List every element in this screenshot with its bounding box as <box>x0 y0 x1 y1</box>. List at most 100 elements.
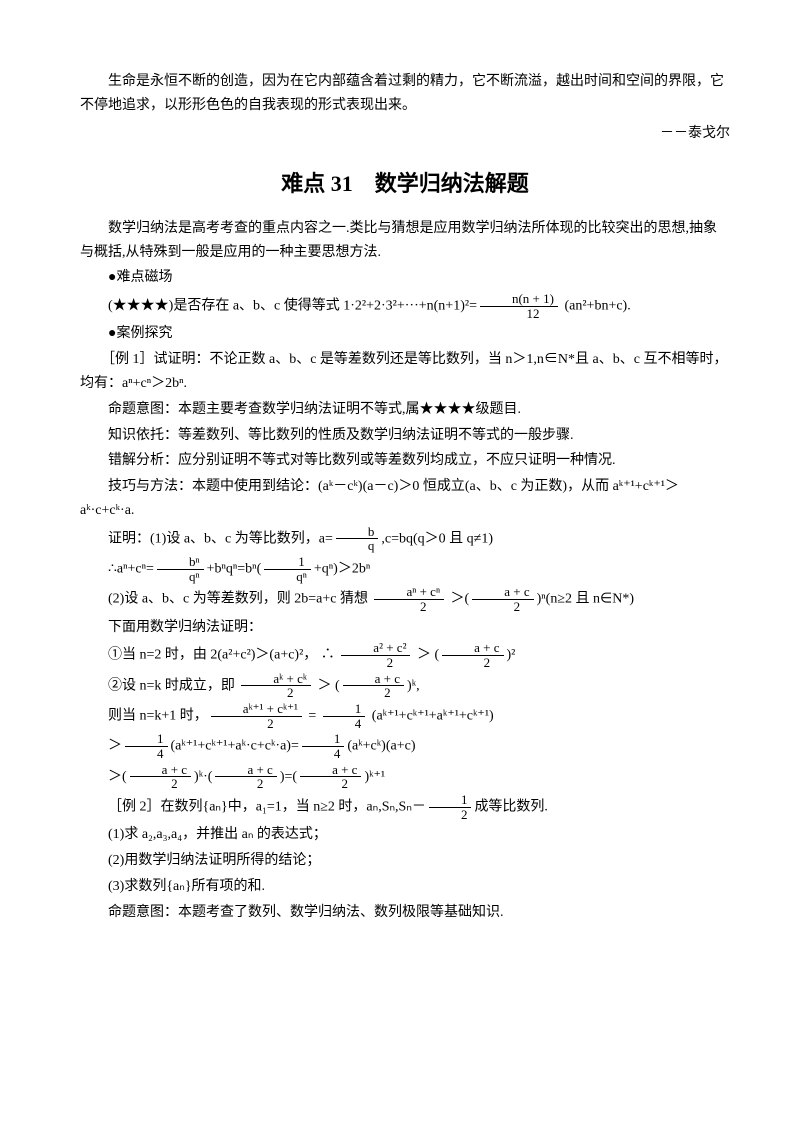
ex1-s5-fracA: a + c2 <box>130 763 191 791</box>
frac-num: aᵏ + cᵏ <box>241 672 311 687</box>
frac-num: 1 <box>302 732 345 747</box>
ex1-s3-fracB: 14 <box>323 702 366 730</box>
frac-den: 2 <box>374 600 444 614</box>
frac-den: 2 <box>215 777 276 791</box>
frac-den: 4 <box>323 717 366 731</box>
ex1-p2-lead: (2)设 a、b、c 为等差数列，则 2b=a+c 猜想 <box>108 592 371 607</box>
ex1-statement: ［例 1］试证明：不论正数 a、b、c 是等差数列还是等比数列，当 n＞1,n∈… <box>80 348 730 396</box>
frac-den: 4 <box>302 747 345 761</box>
ex1-basis: 知识依托：等差数列、等比数列的性质及数学归纳法证明不等式的一般步骤. <box>80 424 730 448</box>
ex1-statement-text: 试证明：不论正数 a、b、c 是等差数列还是等比数列，当 n＞1,n∈N*且 a… <box>80 352 727 391</box>
ex2-label: ［例 2］ <box>108 799 161 814</box>
frac-num: a² + c² <box>341 641 410 656</box>
frac-den: qⁿ <box>264 570 311 584</box>
ex2-statement: ［例 2］在数列{aₙ}中，a₁=1，当 n≥2 时，aₙ,Sₙ,Sₙ－12成等… <box>80 793 730 821</box>
frac-num: bⁿ <box>157 555 204 570</box>
ex1-proof1: 证明：(1)设 a、b、c 为等比数列，a=bq,c=bq(q＞0 且 q≠1) <box>80 525 730 553</box>
frac-den: 2 <box>300 777 361 791</box>
ex2-q2: (2)用数学归纳法证明所得的结论； <box>80 849 730 873</box>
ex1-p1l2-a: ∴aⁿ+cⁿ= <box>108 561 154 576</box>
frac-den: q <box>336 539 379 553</box>
ex1-s3-eq: = <box>305 708 320 723</box>
frac-den: 2 <box>211 717 302 731</box>
ex1-s5-mid2: )=( <box>280 769 297 784</box>
field-problem: (★★★★)是否存在 a、b、c 使得等式 1·2²+2·3²+···+n(n+… <box>80 292 730 320</box>
frac-den: 2 <box>472 600 533 614</box>
field-frac: n(n + 1)12 <box>480 292 558 320</box>
ex1-s1-mid: ＞ ( <box>413 648 439 663</box>
ex1-s3-tail: (aᵏ⁺¹+cᵏ⁺¹+aᵏ⁺¹+cᵏ⁺¹) <box>368 708 493 723</box>
epigraph-author: －－泰戈尔 <box>80 122 730 146</box>
frac-num: aⁿ + cⁿ <box>374 585 444 600</box>
ex2-intent: 命题意图：本题考查了数列、数学归纳法、数列极限等基础知识. <box>80 901 730 925</box>
intro-paragraph: 数学归纳法是高考考查的重点内容之一.类比与猜想是应用数学归纳法所体现的比较突出的… <box>80 217 730 265</box>
frac-den: 2 <box>130 777 191 791</box>
ex2-frac: 12 <box>429 793 472 821</box>
frac-den: 2 <box>241 686 311 700</box>
ex1-s3-lead: 则当 n=k+1 时， <box>108 708 208 723</box>
frac-num: a + c <box>130 763 191 778</box>
frac-den: 2 <box>429 808 472 822</box>
ex1-error: 错解分析：应分别证明不等式对等比数列或等差数列均成立，不应只证明一种情况. <box>80 449 730 473</box>
frac-den: 2 <box>343 686 404 700</box>
ex1-s2-tail: )ᵏ, <box>407 678 420 693</box>
ex1-step4: ＞14(aᵏ⁺¹+cᵏ⁺¹+aᵏ·c+cᵏ·a)=14(aᵏ+cᵏ)(a+c) <box>80 732 730 760</box>
ex1-p1l2-frac2: 1qⁿ <box>264 555 311 583</box>
ex1-s5-lead: ＞( <box>108 769 127 784</box>
frac-den: 12 <box>480 307 558 321</box>
ex1-p1l2-b: +bⁿqⁿ=bⁿ( <box>207 561 262 576</box>
frac-den: 2 <box>341 656 410 670</box>
frac-num: 1 <box>429 793 472 808</box>
ex1-p2-frac2: a + c2 <box>472 585 533 613</box>
ex1-proof2: (2)设 a、b、c 为等差数列，则 2b=a+c 猜想 aⁿ + cⁿ2 ＞(… <box>80 585 730 613</box>
frac-den: 4 <box>125 747 168 761</box>
field-stars: (★★★★) <box>108 299 173 314</box>
frac-num: a + c <box>300 763 361 778</box>
frac-den: qⁿ <box>157 570 204 584</box>
ex1-s5-fracC: a + c2 <box>300 763 361 791</box>
epigraph-text: 生命是永恒不断的创造，因为在它内部蕴含着过剩的精力，它不断流溢，越出时间和空间的… <box>80 70 730 118</box>
ex1-p1-mid: ,c=bq(q＞0 且 q≠1) <box>381 531 493 546</box>
section-cases-heading: ●案例探究 <box>80 322 730 346</box>
ex1-s4-fracA: 14 <box>125 732 168 760</box>
ex1-intent: 命题意图：本题主要考查数学归纳法证明不等式,属★★★★级题目. <box>80 398 730 422</box>
section-field-heading: ●难点磁场 <box>80 266 730 290</box>
ex1-p2-tail: )ⁿ(n≥2 且 n∈N*) <box>537 592 634 607</box>
ex1-s1-frac1: a² + c²2 <box>341 641 410 669</box>
ex2-lead: 在数列{aₙ}中，a₁=1，当 n≥2 时，aₙ,Sₙ,Sₙ－ <box>161 799 426 814</box>
frac-num: a + c <box>343 672 404 687</box>
ex1-s1-tail: )² <box>507 648 516 663</box>
ex1-s1-lead: ①当 n=2 时，由 2(a²+c²)＞(a+c)²， ∴ <box>108 648 338 663</box>
frac-num: n(n + 1) <box>480 292 558 307</box>
frac-num: 1 <box>125 732 168 747</box>
field-text-before: 是否存在 a、b、c 使得等式 1·2²+2·3²+···+n(n+1)²= <box>173 299 477 314</box>
ex1-p1-frac: bq <box>336 525 379 553</box>
ex1-s3-fracA: aᵏ⁺¹ + cᵏ⁺¹2 <box>211 702 302 730</box>
frac-num: 1 <box>264 555 311 570</box>
frac-den: 2 <box>442 656 503 670</box>
frac-num: b <box>336 525 379 540</box>
ex1-step3: 则当 n=k+1 时，aᵏ⁺¹ + cᵏ⁺¹2 = 14 (aᵏ⁺¹+cᵏ⁺¹+… <box>80 702 730 730</box>
frac-num: 1 <box>323 702 366 717</box>
ex1-p2-frac1: aⁿ + cⁿ2 <box>374 585 444 613</box>
ex1-s2-lead: ②设 n=k 时成立，即 <box>108 678 238 693</box>
ex1-proof2-below: 下面用数学归纳法证明： <box>80 616 730 640</box>
ex1-s2-frac1: aᵏ + cᵏ2 <box>241 672 311 700</box>
page-title: 难点 31 数学归纳法解题 <box>80 165 730 202</box>
ex1-p1-lead: 证明：(1)设 a、b、c 为等比数列，a= <box>108 531 333 546</box>
ex1-s1-frac2: a + c2 <box>442 641 503 669</box>
ex1-step5: ＞(a + c2)ᵏ·(a + c2)=(a + c2)ᵏ⁺¹ <box>80 763 730 791</box>
ex1-p2-mid: ＞( <box>447 592 469 607</box>
ex1-p1l2-c: +qⁿ)＞2bⁿ <box>314 561 370 576</box>
ex1-s4-lead: ＞ <box>108 739 122 754</box>
ex2-tail: 成等比数列. <box>474 799 548 814</box>
ex1-skill: 技巧与方法：本题中使用到结论：(aᵏ－cᵏ)(a－c)＞0 恒成立(a、b、c … <box>80 475 730 523</box>
ex2-q1: (1)求 a₂,a₃,a₄，并推出 aₙ 的表达式； <box>80 823 730 847</box>
ex1-p1l2-frac1: bⁿqⁿ <box>157 555 204 583</box>
frac-num: a + c <box>472 585 533 600</box>
ex1-s5-fracB: a + c2 <box>215 763 276 791</box>
frac-num: a + c <box>442 641 503 656</box>
ex1-s4-mid: (aᵏ⁺¹+cᵏ⁺¹+aᵏ·c+cᵏ·a)= <box>171 739 299 754</box>
ex1-s4-fracB: 14 <box>302 732 345 760</box>
ex1-label: ［例 1］ <box>108 352 154 367</box>
